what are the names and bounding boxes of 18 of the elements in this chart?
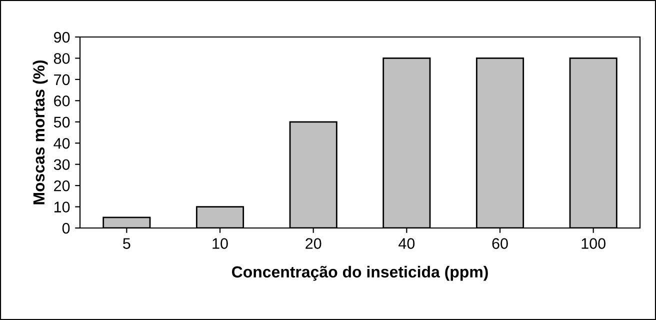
y-tick-label: 40 [54, 138, 70, 149]
x-axis-title: Concentração do inseticida (ppm) [232, 266, 488, 281]
y-tick-label: 50 [54, 116, 70, 128]
x-tick-label: 5 [123, 238, 130, 249]
y-axis-title: Moscas mortas (%) [32, 60, 48, 204]
x-tick-label: 40 [398, 238, 415, 249]
y-tick-label: 30 [54, 159, 70, 170]
y-tick-label: 60 [54, 96, 70, 106]
y-tick-label: 90 [54, 32, 70, 43]
x-tick-label: 60 [492, 238, 508, 249]
y-tick-label: 0 [62, 222, 70, 234]
y-tick-label: 10 [54, 202, 70, 212]
y-tick-label: 70 [54, 74, 70, 86]
x-tick-label: 100 [582, 238, 606, 249]
x-tick-label: 10 [212, 238, 228, 249]
y-tick-label: 20 [54, 180, 70, 192]
x-tick-label: 20 [306, 238, 322, 249]
y-tick-label: 80 [54, 53, 70, 64]
